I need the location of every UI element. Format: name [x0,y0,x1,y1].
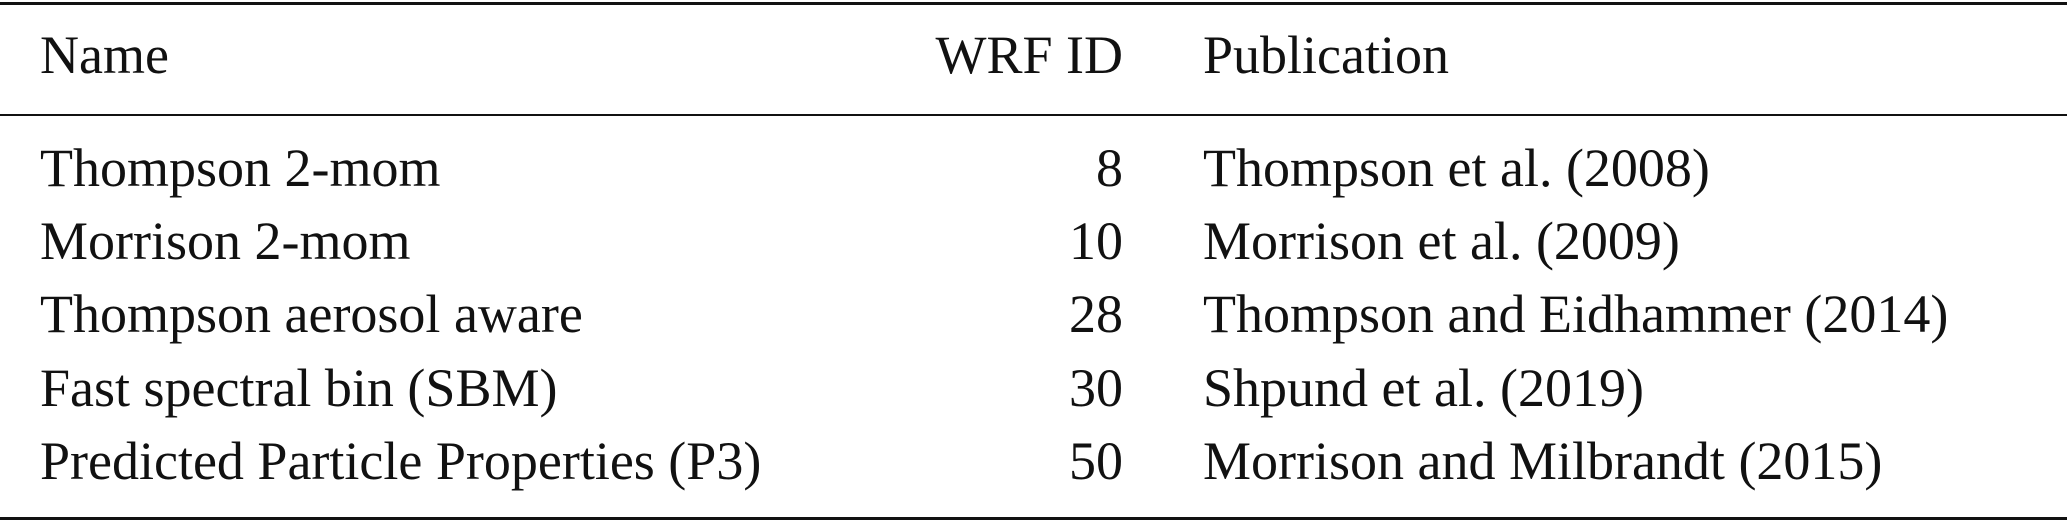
name-cell: Thompson 2-mom [40,138,441,198]
name-cell: Fast spectral bin (SBM) [40,357,558,418]
wrf-id-cell: 28 [1069,284,1123,345]
bottom-rule [0,517,2067,520]
publication-cell: Morrison and Milbrandt (2015) [1203,430,1883,491]
name-cell: Thompson aerosol aware [40,284,583,345]
publication-cell: Shpund et al. (2019) [1203,357,1644,418]
wrf-id-cell: 30 [1069,357,1123,418]
name-cell: Morrison 2-mom [40,211,411,272]
publication-cell: Morrison et al. (2009) [1203,211,1680,272]
wrf-id-cell: 8 [1096,138,1123,198]
top-rule [0,2,2067,5]
publication-cell: Thompson et al. (2008) [1203,138,1710,198]
header-wrf-id-cell: WRF ID [935,25,1124,85]
wrf-id-cell: 50 [1069,430,1123,491]
header-name-cell: Name [40,25,169,85]
wrf-id-cell: 10 [1069,211,1123,272]
header-publication-cell: Publication [1203,25,1449,85]
publication-cell: Thompson and Eidhammer (2014) [1203,284,1949,345]
name-cell: Predicted Particle Properties (P3) [40,430,762,491]
header-rule [0,114,2067,116]
